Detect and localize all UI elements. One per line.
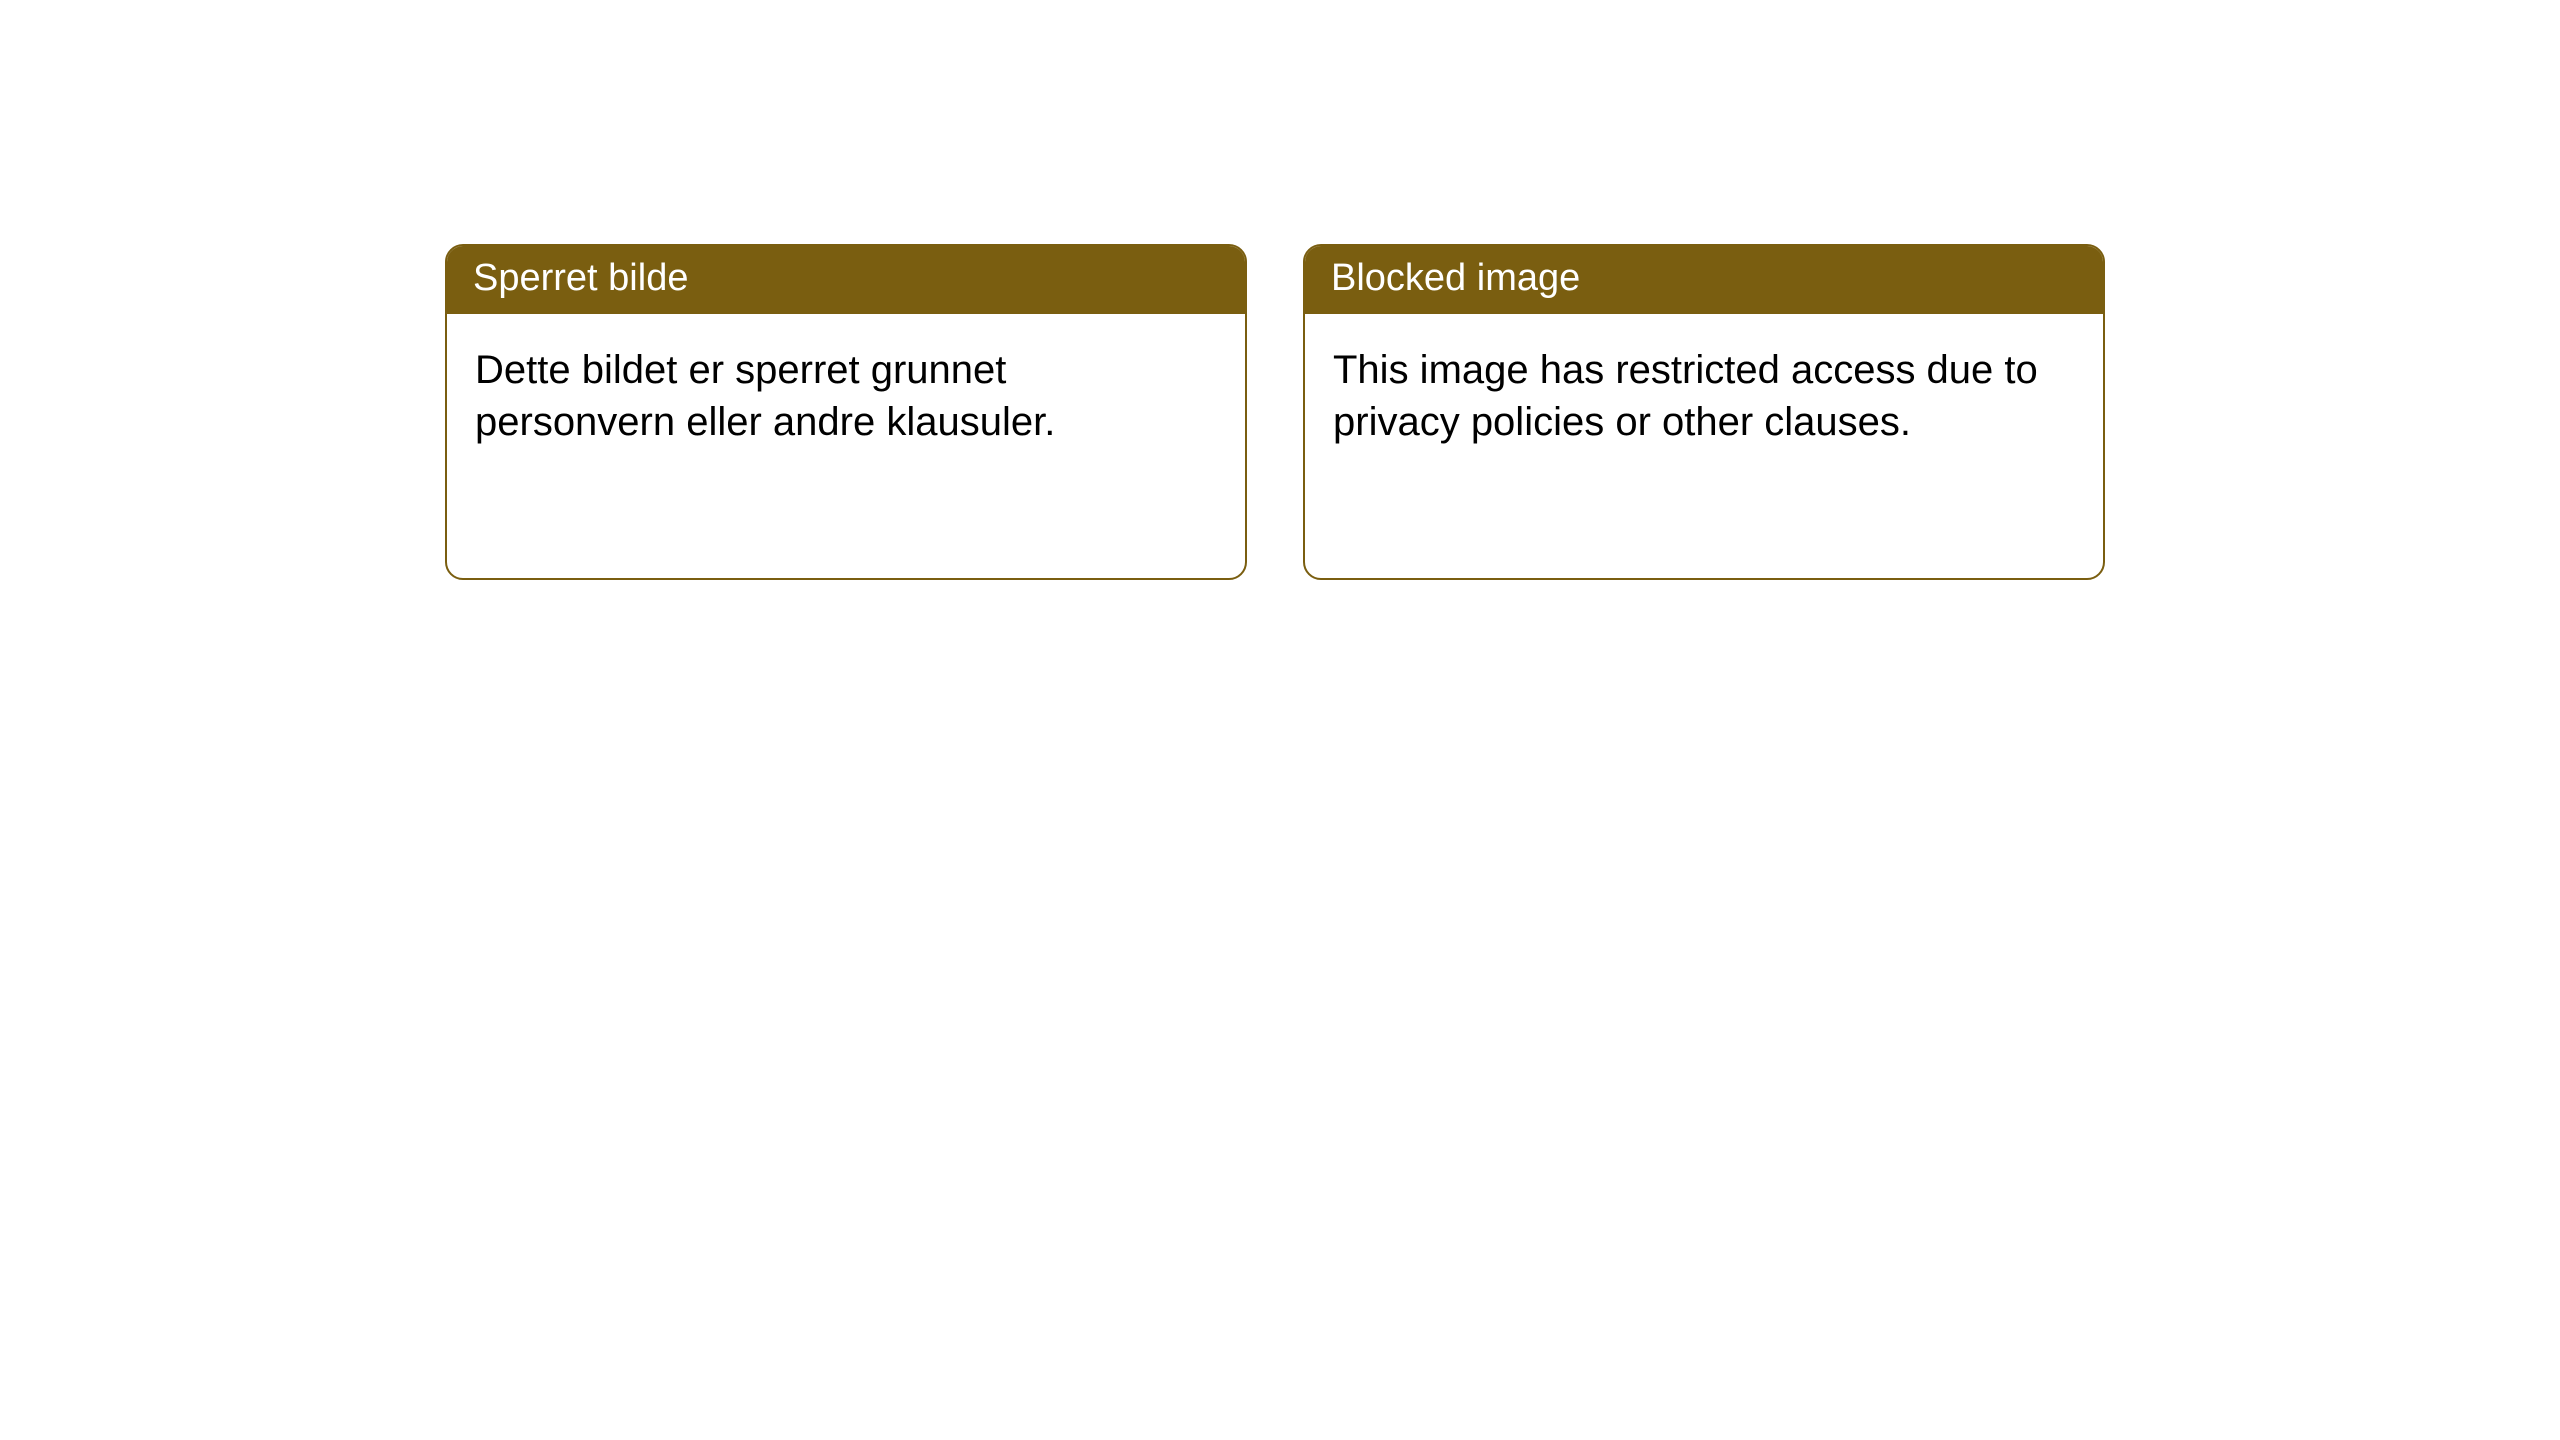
- card-title-en: Blocked image: [1331, 257, 1580, 299]
- blocked-image-card-en: Blocked image This image has restricted …: [1303, 244, 2105, 580]
- card-body-no: Dette bildet er sperret grunnet personve…: [447, 314, 1245, 478]
- card-title-no: Sperret bilde: [473, 257, 688, 299]
- notice-container: Sperret bilde Dette bildet er sperret gr…: [0, 0, 2560, 580]
- card-text-no: Dette bildet er sperret grunnet personve…: [475, 348, 1055, 444]
- blocked-image-card-no: Sperret bilde Dette bildet er sperret gr…: [445, 244, 1247, 580]
- card-header-no: Sperret bilde: [447, 246, 1245, 314]
- card-body-en: This image has restricted access due to …: [1305, 314, 2103, 478]
- card-text-en: This image has restricted access due to …: [1333, 348, 2038, 444]
- card-header-en: Blocked image: [1305, 246, 2103, 314]
